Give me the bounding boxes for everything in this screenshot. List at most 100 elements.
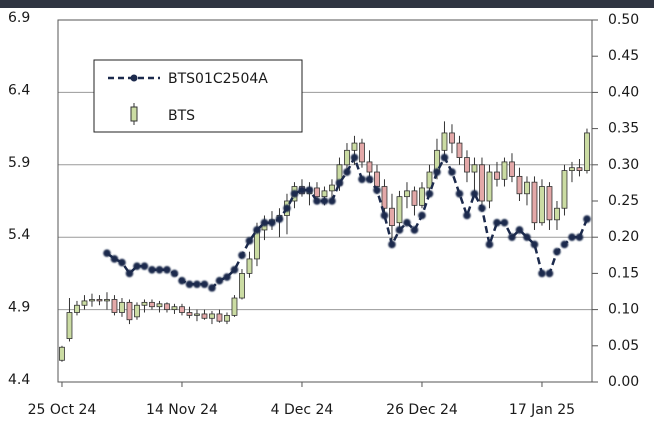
line-marker (523, 233, 531, 241)
line-marker (215, 276, 224, 285)
line-marker (440, 153, 449, 162)
candle-body (456, 142, 463, 158)
line-marker (568, 233, 576, 241)
y2-tick-label: 0.40 (608, 84, 639, 100)
line-marker (298, 186, 306, 194)
candle-body (366, 161, 373, 173)
line-marker (575, 233, 584, 241)
candle-body (509, 161, 515, 177)
candle-body (501, 161, 508, 180)
line-marker (410, 226, 419, 234)
line-marker (508, 233, 516, 241)
candle-body (374, 171, 380, 187)
candle-body (584, 132, 590, 171)
candle-body (539, 186, 545, 224)
line-marker (170, 269, 179, 278)
candle-body (239, 272, 245, 299)
candle-body (224, 314, 230, 322)
candle-body (89, 299, 95, 302)
candle-body (96, 299, 103, 302)
line-marker (545, 269, 554, 278)
y2-tick-label: 0.05 (608, 338, 639, 354)
y-tick-label: 6.4 (8, 82, 30, 98)
candle-body (486, 171, 493, 202)
line-marker (538, 269, 546, 278)
line-marker (305, 186, 314, 194)
candle-body (156, 303, 163, 308)
line-marker (140, 262, 149, 270)
candle-body (389, 207, 395, 227)
legend-label: BTS01C2504A (168, 71, 268, 87)
line-marker (163, 265, 171, 274)
y2-tick-label: 0.10 (608, 302, 639, 318)
line-marker (155, 265, 164, 274)
line-marker (493, 218, 501, 227)
legend-box (93, 59, 303, 133)
line-marker (395, 226, 404, 234)
candle-body (321, 190, 328, 198)
line-marker (268, 218, 276, 227)
line-marker (133, 262, 141, 270)
candle-body (351, 142, 358, 151)
legend-candle-symbol (130, 106, 138, 122)
candle-body (186, 312, 193, 316)
candle-body (246, 258, 253, 274)
line-marker (418, 211, 426, 220)
line-marker (118, 258, 126, 267)
candle-body (381, 186, 388, 209)
candle-body (81, 300, 88, 306)
candle-body (464, 157, 470, 173)
candle-body (119, 301, 125, 313)
candle-body (179, 306, 185, 313)
line-marker (343, 168, 351, 176)
candle-body (329, 184, 335, 192)
line-marker (500, 218, 509, 227)
line-marker (463, 211, 471, 220)
candle-body (359, 142, 365, 163)
line-marker (283, 204, 291, 213)
candle-body (411, 190, 418, 206)
line-marker (245, 237, 254, 245)
line-marker (125, 269, 134, 278)
candle-body (141, 301, 148, 306)
candle-body (449, 132, 455, 144)
candle-body (494, 171, 500, 180)
line-marker (178, 276, 186, 285)
line-marker (320, 197, 329, 205)
marks (59, 121, 591, 362)
candle-body (344, 149, 350, 166)
candle-body (201, 313, 208, 319)
line-marker (103, 249, 111, 257)
candle-body (561, 170, 568, 209)
candle-body (524, 181, 530, 195)
y2-tick-label: 0.00 (608, 374, 639, 390)
legend-label: BTS (168, 108, 195, 124)
candle-body (396, 196, 403, 224)
line-marker (380, 211, 389, 220)
line-marker (230, 265, 239, 274)
line-marker (373, 186, 381, 194)
y2-tick-label: 0.15 (608, 265, 639, 281)
line-marker (433, 168, 441, 176)
line-marker (553, 247, 561, 256)
x-tick-label: 14 Nov 24 (146, 402, 218, 418)
line-marker (403, 218, 411, 227)
line-marker (253, 226, 261, 234)
line-marker (148, 265, 156, 274)
line-marker (208, 284, 216, 292)
candle-body (441, 132, 448, 151)
candle-body (471, 164, 478, 173)
candle-body (209, 313, 215, 319)
line-marker (515, 226, 524, 234)
line-marker (335, 179, 344, 187)
line-marker (200, 280, 209, 289)
line-marker (350, 153, 359, 162)
y-tick-label: 4.4 (8, 372, 30, 388)
y2-tick-label: 0.50 (608, 12, 639, 28)
x-tick-label: 25 Oct 24 (28, 402, 97, 418)
line-series (106, 154, 589, 290)
y2-tick-label: 0.20 (608, 229, 639, 245)
candle-body (546, 186, 553, 221)
candle-body (216, 313, 223, 322)
line-marker (365, 175, 374, 184)
